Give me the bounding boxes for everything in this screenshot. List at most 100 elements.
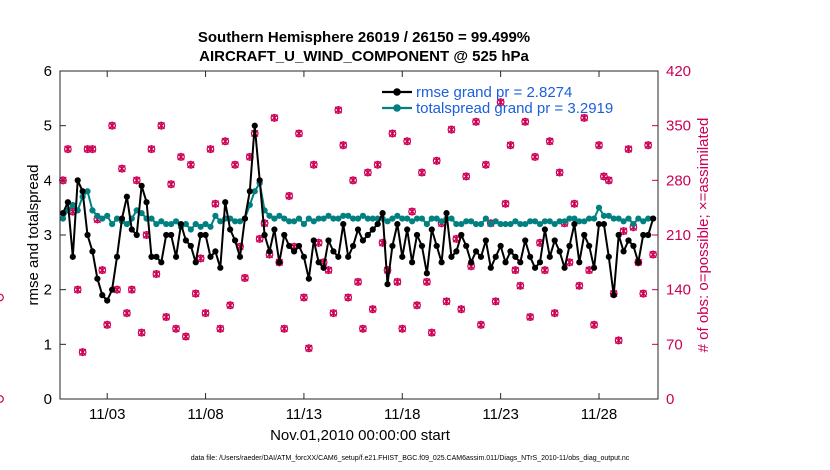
rmse-point	[439, 259, 445, 265]
rmse-point	[232, 237, 238, 243]
obs-assimilated-marker	[483, 161, 489, 169]
obs-count-point	[217, 325, 224, 333]
rmse-point	[448, 254, 454, 260]
obs-count-point	[306, 344, 313, 352]
obs-assimilated-marker	[615, 336, 621, 344]
x-tick-label: 11/18	[384, 406, 420, 423]
rmse-point	[242, 216, 248, 222]
obs-count-point	[99, 266, 106, 274]
rmse-point	[365, 232, 371, 238]
totalspread-point	[424, 221, 430, 227]
obs-count-point	[458, 305, 465, 313]
rmse-point	[601, 221, 607, 227]
obs-count-point	[443, 297, 450, 305]
rmse-point	[124, 194, 130, 200]
rmse-point	[478, 254, 484, 260]
totalspread-point	[591, 216, 597, 222]
rmse-point	[114, 254, 120, 260]
rmse-point	[576, 259, 582, 265]
obs-assimilated-marker	[478, 321, 484, 329]
obs-count-point	[79, 348, 86, 356]
rmse-point	[502, 259, 508, 265]
obs-assimilated-marker	[434, 157, 440, 165]
obs-assimilated-marker	[242, 274, 248, 282]
rmse-point	[409, 259, 415, 265]
obs-assimilated-marker	[552, 309, 558, 317]
obs-count-point	[124, 309, 131, 317]
obs-assimilated-marker	[576, 282, 582, 290]
rmse-point	[316, 259, 322, 265]
rmse-point	[453, 248, 459, 254]
obs-count-point	[330, 309, 337, 317]
rmse-point	[109, 287, 115, 293]
obs-count-point	[502, 200, 509, 208]
obs-assimilated-marker	[104, 321, 110, 329]
rmse-point	[178, 221, 184, 227]
obs-count-point	[212, 200, 219, 208]
obs-assimilated-marker	[193, 290, 199, 298]
obs-assimilated-marker	[522, 118, 528, 126]
rmse-point	[394, 221, 400, 227]
legend-marker-totalspread	[393, 104, 401, 112]
y-tick-label-left: 5	[44, 118, 52, 135]
obs-count-point	[335, 106, 342, 114]
obs-assimilated-marker	[389, 129, 395, 137]
obs-count-point	[0, 294, 3, 301]
obs-count-point	[409, 208, 416, 216]
totalspread-point	[419, 216, 425, 222]
obs-count-point	[222, 137, 229, 145]
obs-count-point	[168, 180, 175, 188]
obs-count-point	[163, 313, 170, 321]
rmse-point	[380, 210, 386, 216]
obs-assimilated-marker	[207, 145, 213, 153]
obs-assimilated-marker	[429, 329, 435, 337]
rmse-point	[158, 259, 164, 265]
rmse-point	[247, 188, 253, 194]
obs-assimilated-marker	[606, 176, 612, 184]
rmse-point	[635, 259, 641, 265]
obs-assimilated-marker	[222, 137, 228, 145]
obs-assimilated-marker	[148, 145, 154, 153]
rmse-point	[483, 237, 489, 243]
obs-assimilated-marker	[109, 122, 115, 130]
obs-count-point	[178, 153, 185, 161]
obs-assimilated-marker	[340, 141, 346, 149]
obs-assimilated-marker	[134, 176, 140, 184]
totalspread-point	[148, 216, 154, 222]
obs-assimilated-marker	[89, 145, 95, 153]
rmse-point	[143, 199, 149, 205]
obs-count-point	[596, 141, 603, 149]
rmse-point	[586, 243, 592, 249]
obs-count-point	[340, 141, 347, 149]
obs-count-point	[542, 266, 549, 274]
obs-assimilated-marker	[556, 169, 562, 177]
obs-assimilated-marker	[463, 172, 469, 180]
rmse-point	[434, 243, 440, 249]
rmse-point	[399, 254, 405, 260]
obs-assimilated-marker	[138, 329, 144, 337]
rmse-point	[473, 248, 479, 254]
totalspread-point	[301, 221, 307, 227]
y-tick-label-right: 140	[666, 282, 691, 299]
obs-count-point	[271, 114, 278, 122]
obs-assimilated-marker	[542, 266, 548, 274]
rmse-point	[537, 259, 543, 265]
rmse-point	[542, 226, 548, 232]
totalspread-point	[124, 221, 130, 227]
rmse-point	[419, 243, 425, 249]
rmse-point	[566, 243, 572, 249]
rmse-point	[630, 243, 636, 249]
obs-assimilated-marker	[419, 169, 425, 177]
y-axis-label-right: # of obs: o=possible; ×=assimilated	[695, 118, 712, 353]
rmse-point	[207, 254, 213, 260]
obs-assimilated-marker	[158, 122, 164, 130]
totalspread-point	[60, 216, 66, 222]
rmse-point	[345, 254, 351, 260]
footnote-data-file: data file: /Users/raeder/DAI/ATM_forcXX/…	[191, 455, 630, 462]
obs-count-point	[532, 153, 539, 161]
rmse-point	[488, 265, 494, 271]
rmse-point	[65, 199, 71, 205]
rmse-point	[75, 177, 81, 183]
obs-assimilated-marker	[409, 208, 415, 216]
obs-assimilated-marker	[99, 266, 105, 274]
